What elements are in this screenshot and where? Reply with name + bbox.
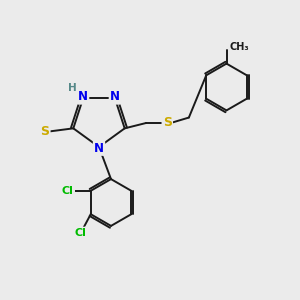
Text: Cl: Cl xyxy=(62,186,74,196)
Text: N: N xyxy=(78,91,88,103)
Text: H: H xyxy=(68,83,77,93)
Text: Cl: Cl xyxy=(74,228,86,238)
Text: CH₃: CH₃ xyxy=(230,42,249,52)
Text: N: N xyxy=(94,142,104,155)
Text: N: N xyxy=(110,91,120,103)
Text: S: S xyxy=(163,116,172,129)
Text: S: S xyxy=(40,125,49,138)
